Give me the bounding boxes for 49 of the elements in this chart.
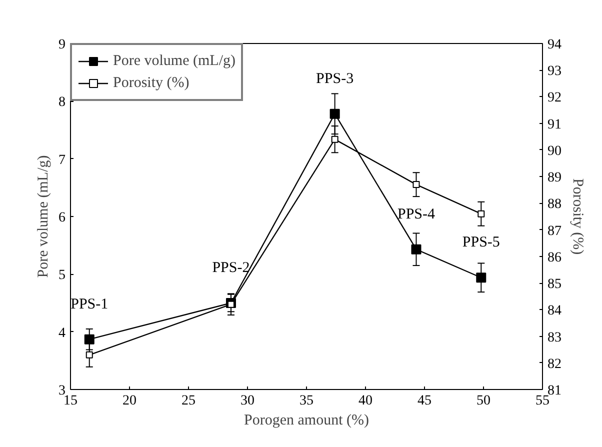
point [227, 300, 234, 308]
y-tick-label: 3 [58, 384, 66, 398]
y2-tick-label: 83 [548, 330, 562, 346]
y2-tick-label: 94 [548, 38, 562, 52]
x-tick-label: 20 [122, 394, 136, 408]
y2-axis-title: Porosity (%) [570, 178, 586, 255]
annotation: PPS-2 [212, 260, 250, 276]
y2-tick-label: 91 [548, 117, 562, 132]
x-tick-label: 15 [64, 394, 78, 408]
point [330, 108, 340, 119]
x-tick-label: 50 [476, 394, 490, 408]
y2-tick-label: 81 [548, 384, 562, 398]
y-tick-label: 6 [58, 210, 66, 226]
x-axis-title: Porogen amount (%) [244, 412, 369, 428]
point [86, 351, 93, 358]
y2-tick-label: 88 [548, 197, 562, 212]
x-tick-label: 30 [240, 394, 254, 408]
x-tick-label: 45 [418, 394, 432, 408]
point [476, 272, 486, 283]
point [84, 334, 94, 344]
x-tick-label: 25 [182, 394, 196, 408]
y2-tick-label: 82 [548, 356, 562, 372]
y-tick-label: 7 [58, 152, 66, 168]
y2-tick-label: 90 [548, 144, 562, 159]
point [478, 210, 485, 218]
y-tick-label: 4 [58, 326, 66, 341]
annotation: PPS-5 [462, 234, 500, 251]
annotation: PPS-1 [70, 296, 108, 312]
x-tick-label: 35 [300, 394, 314, 408]
y-tick-label: 9 [58, 38, 66, 52]
y2-tick-label: 87 [548, 224, 562, 239]
y2-tick-label: 92 [548, 90, 562, 106]
legend-label: Pore volume (mL/g) [113, 52, 236, 70]
point [411, 244, 422, 254]
y2-tick-label: 93 [548, 64, 562, 80]
y-axis-title: Pore volume (mL/g) [36, 155, 52, 278]
point [412, 181, 420, 188]
y2-tick-label: 85 [548, 277, 562, 292]
y2-tick-label: 84 [548, 304, 562, 319]
annotation: PPS-3 [316, 70, 354, 87]
legend-label: Porosity (%) [113, 74, 190, 92]
point [331, 136, 338, 143]
y2-tick-label: 86 [548, 250, 562, 266]
annotation: PPS-4 [397, 206, 436, 222]
x-tick-label: 55 [536, 394, 550, 408]
x-tick-label: 40 [358, 394, 372, 408]
y2-tick-label: 89 [548, 170, 562, 186]
y-tick-label: 5 [58, 268, 66, 284]
y-tick-label: 8 [58, 95, 66, 110]
